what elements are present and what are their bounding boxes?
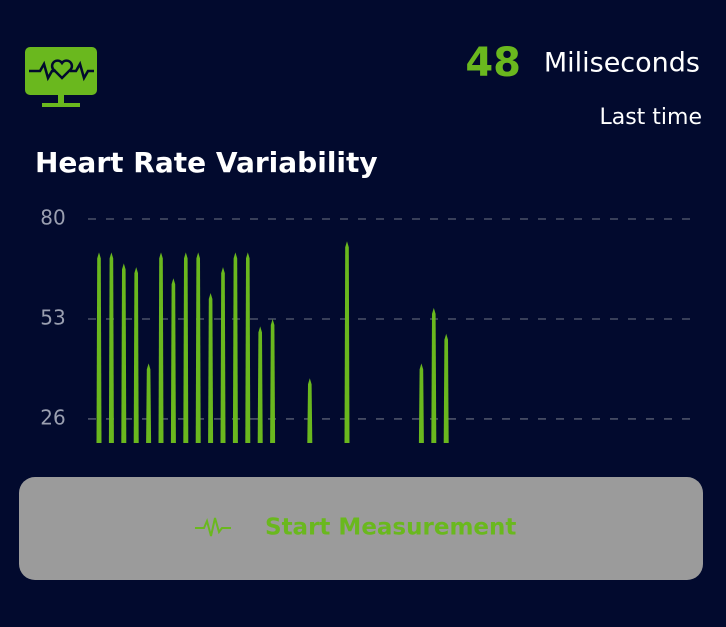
- button-label[interactable]: Start Measurement: [265, 515, 516, 541]
- bar: [232, 252, 238, 443]
- bar: [133, 267, 139, 443]
- hrv-value: 48: [465, 40, 521, 86]
- hrv-unit: Miliseconds: [544, 48, 700, 79]
- bar: [96, 252, 102, 443]
- bar: [195, 252, 201, 443]
- bar: [208, 293, 214, 443]
- caption: Last time: [599, 105, 702, 130]
- pulse-icon: [195, 517, 231, 537]
- button-background[interactable]: [19, 477, 703, 580]
- app-icon: [25, 47, 97, 107]
- bar: [245, 252, 251, 443]
- chart: 80 53 26: [40, 206, 700, 443]
- y-tick-label: 26: [40, 405, 65, 429]
- y-tick-label: 53: [40, 305, 65, 329]
- bar: [158, 252, 164, 443]
- bar: [170, 278, 176, 443]
- bar: [344, 241, 350, 443]
- start-button[interactable]: Start Measurement: [19, 477, 703, 580]
- bar: [257, 326, 263, 443]
- bar: [443, 333, 449, 443]
- bar: [270, 318, 276, 443]
- bar: [220, 267, 226, 443]
- bar: [431, 307, 437, 443]
- bar: [307, 378, 313, 443]
- bar: [121, 263, 127, 443]
- chart-title: Heart Rate Variability: [35, 146, 378, 179]
- y-tick-label: 80: [40, 206, 65, 230]
- bar: [418, 363, 424, 443]
- bar: [183, 252, 189, 443]
- bar: [108, 252, 114, 443]
- bar: [146, 363, 152, 443]
